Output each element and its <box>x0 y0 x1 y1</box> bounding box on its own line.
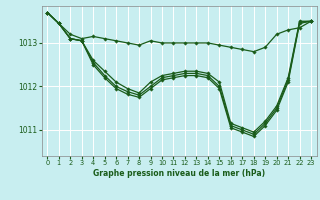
X-axis label: Graphe pression niveau de la mer (hPa): Graphe pression niveau de la mer (hPa) <box>93 169 265 178</box>
